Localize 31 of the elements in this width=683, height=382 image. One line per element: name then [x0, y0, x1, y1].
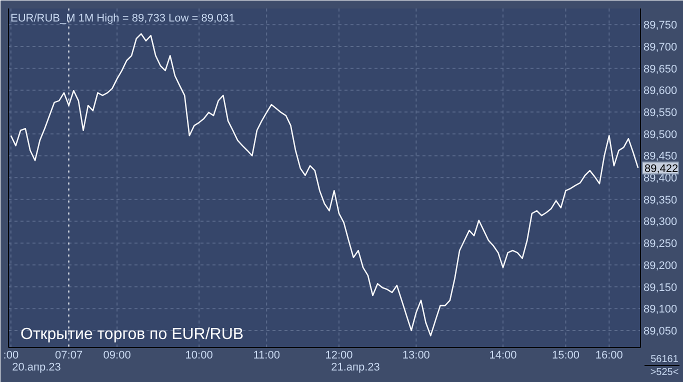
x-tick-label: 07:07: [55, 350, 83, 362]
x-tick-label: 12:00: [325, 350, 353, 362]
x-tick-label: 11:00: [253, 350, 280, 362]
y-tick-label: 89,150: [644, 282, 678, 294]
y-tick-label: 89,650: [644, 63, 678, 76]
annotation: Открытие торгов по EUR/RUB: [20, 326, 244, 343]
y-tick-label: 89,550: [644, 107, 678, 120]
y-tick-label: 89,500: [644, 128, 678, 141]
y-tick-label: 89,050: [644, 325, 678, 338]
x-tick-label: :00: [3, 350, 19, 362]
y-tick-label: 89,250: [644, 238, 678, 250]
x-tick-label: 13:00: [402, 350, 430, 362]
y-tick-label: 89,750: [644, 20, 678, 32]
y-tick-label: 89,350: [644, 194, 678, 206]
text: 21.апр.23: [331, 362, 380, 374]
annotation: 89,422: [644, 162, 678, 175]
y-tick-label: 89,600: [644, 85, 678, 98]
y-tick-label: 89,200: [644, 260, 678, 272]
y-tick-label: 89,450: [644, 150, 678, 163]
y-tick-label: 89,700: [644, 42, 678, 54]
chart-title: EUR/RUB_M 1M High = 89,733 Low = 89,031: [10, 12, 235, 24]
x-tick-label: 15:00: [552, 350, 580, 362]
x-tick-label: 10:00: [185, 350, 213, 362]
x-tick-label: 14:00: [489, 350, 517, 362]
x-tick-label: 09:00: [103, 350, 131, 362]
text: >525<: [650, 367, 679, 378]
text: 56161: [650, 354, 679, 365]
text: 20.апр.23: [12, 362, 61, 374]
y-tick-label: 89,100: [644, 304, 678, 316]
x-tick-label: 16:00: [595, 350, 623, 362]
y-tick-label: 89,300: [644, 216, 678, 228]
